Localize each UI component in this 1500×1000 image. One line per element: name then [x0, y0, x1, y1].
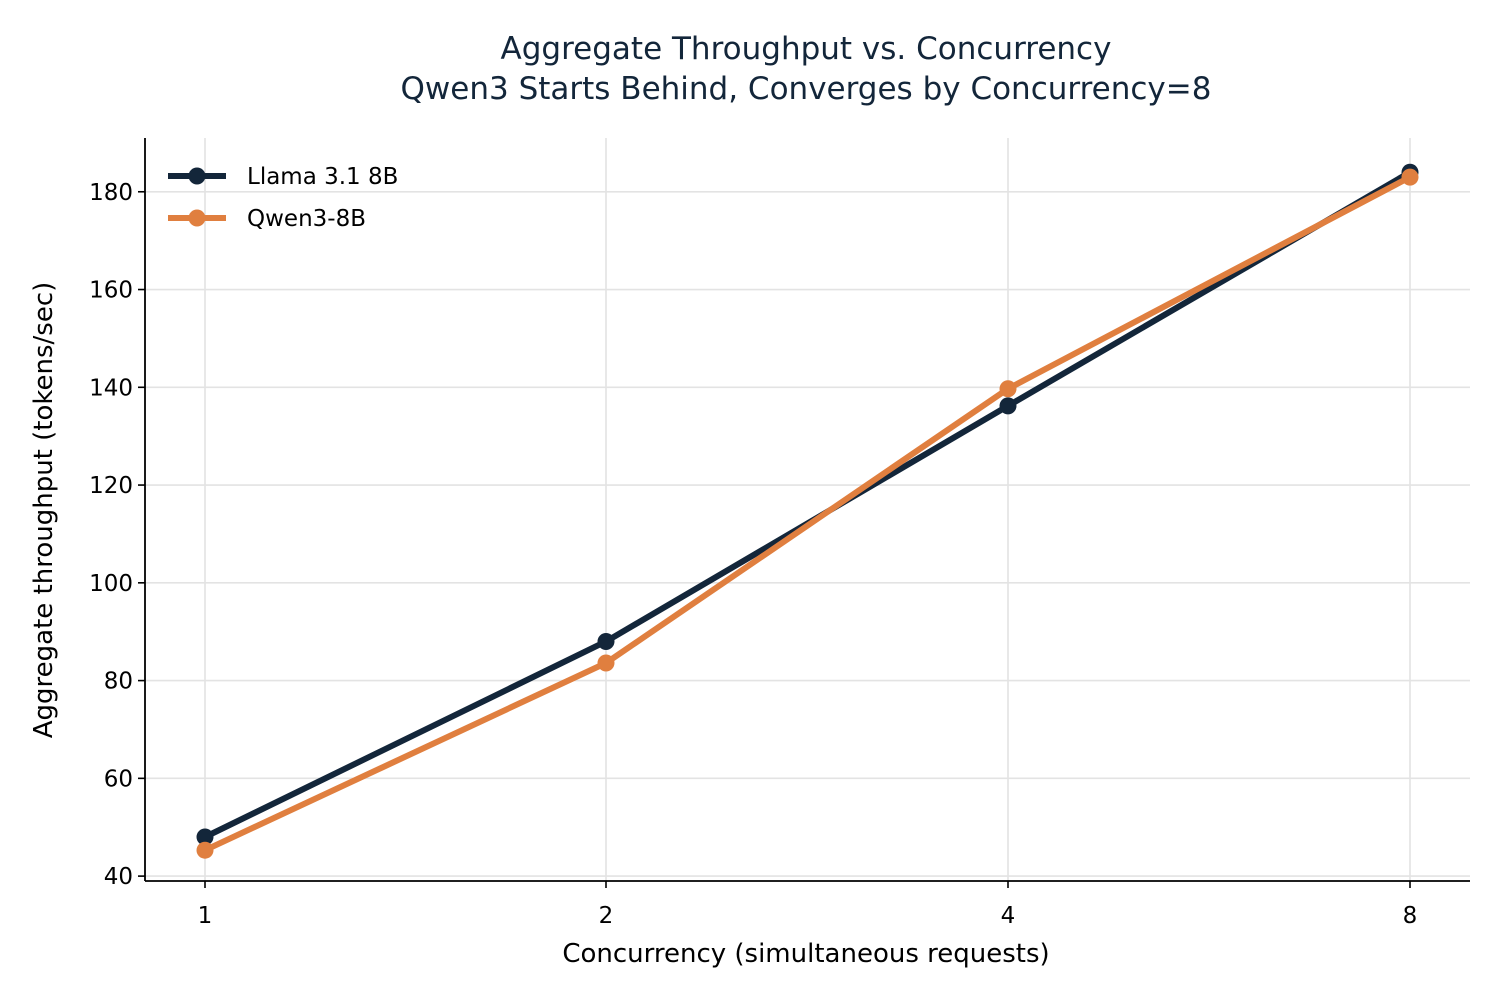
- y-tick-label: 40: [104, 864, 133, 890]
- data-point: [597, 632, 615, 650]
- y-axis-label: Aggregate throughput (tokens/sec): [29, 282, 59, 739]
- y-tick-label: 100: [89, 571, 133, 597]
- series-2: [196, 168, 1419, 859]
- y-tick-label: 80: [104, 669, 133, 695]
- legend-marker: [188, 209, 206, 227]
- x-tick-label: 1: [198, 903, 213, 929]
- legend-marker: [188, 167, 206, 185]
- legend-item-1: Llama 3.1 8B: [168, 164, 398, 190]
- data-point: [597, 654, 615, 672]
- y-tick-label: 120: [89, 473, 133, 499]
- legend-item-2: Qwen3-8B: [168, 206, 366, 232]
- x-tick-label: 4: [1001, 903, 1016, 929]
- y-tick-label: 180: [89, 180, 133, 206]
- chart-subtitle: Qwen3 Starts Behind, Converges by Concur…: [401, 71, 1212, 107]
- data-point: [196, 841, 214, 859]
- series-line: [202, 174, 1413, 854]
- data-point: [999, 397, 1017, 415]
- x-tick-label: 8: [1403, 903, 1418, 929]
- x-axis-label: Concurrency (simultaneous requests): [562, 939, 1049, 969]
- x-tick-label: 2: [599, 903, 614, 929]
- y-tick-label: 160: [89, 278, 133, 304]
- axes: 40 60 80 100 120 140 160 180 1 2 4 8: [89, 138, 1470, 929]
- data-point: [999, 380, 1017, 398]
- chart-title: Aggregate Throughput vs. Concurrency: [501, 31, 1112, 67]
- data-point: [1401, 168, 1419, 186]
- series-layer: [196, 163, 1419, 859]
- y-tick-label: 140: [89, 375, 133, 401]
- legend-label: Qwen3-8B: [247, 206, 366, 232]
- legend-label: Llama 3.1 8B: [247, 164, 398, 190]
- y-tick-label: 60: [104, 766, 133, 792]
- data-point: [196, 828, 214, 846]
- legend: Llama 3.1 8B Qwen3-8B: [168, 164, 398, 232]
